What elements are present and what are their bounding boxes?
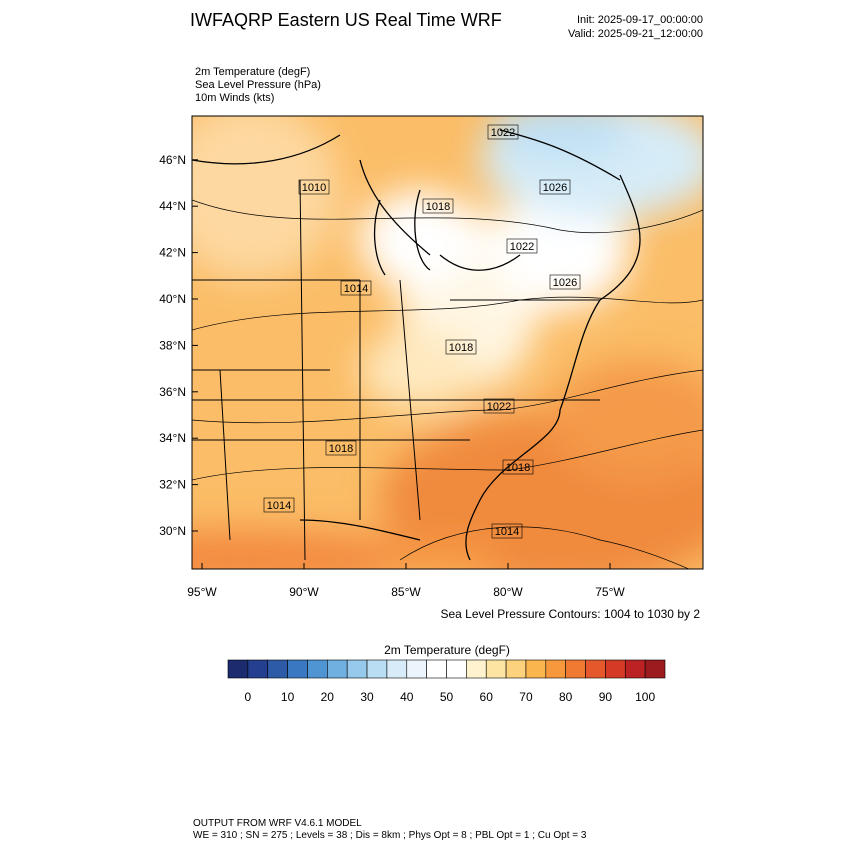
- lat-label: 34°N: [159, 431, 186, 445]
- contour-label: 1026: [543, 182, 567, 194]
- contour-label-box: [445, 339, 477, 355]
- colorbar-swatch: [466, 659, 487, 679]
- init-time: Init: 2025-09-17_00:00:00: [577, 14, 703, 26]
- lat-label: 38°N: [159, 338, 186, 352]
- contour-label: 1022: [491, 127, 515, 139]
- colorbar-swatch: [545, 659, 566, 679]
- colorbar-swatch: [624, 659, 646, 679]
- lat-label: 40°N: [159, 292, 186, 306]
- colorbar-swatch: [426, 659, 447, 679]
- colorbar-swatch: [227, 659, 249, 679]
- contour-label: 1014: [344, 283, 368, 295]
- lat-label: 32°N: [159, 478, 186, 492]
- colorbar-swatch: [485, 659, 507, 679]
- colorbar-label: 40: [400, 690, 414, 704]
- colorbar-label: 20: [321, 690, 335, 704]
- colorbar-label: 50: [440, 690, 454, 704]
- contour-label: 1014: [495, 526, 519, 538]
- contour-label: 1018: [329, 443, 353, 455]
- colorbar-label: 0: [245, 690, 252, 704]
- lon-label: 75°W: [595, 585, 625, 599]
- lon-label: 90°W: [289, 585, 319, 599]
- contour-label-box: [506, 238, 538, 254]
- contour-label: 1018: [449, 342, 473, 354]
- contour-note: Sea Level Pressure Contours: 1004 to 103…: [441, 607, 701, 621]
- contour-label: 1026: [553, 277, 577, 289]
- colorbar-label: 60: [480, 690, 494, 704]
- colorbar-swatch: [585, 659, 606, 679]
- contour-label-box: [340, 280, 372, 296]
- colorbar-swatch: [287, 659, 308, 679]
- contour-labels: 1022 1026 1010 1018 1022 1026 1014 1018 1022 1018…: [263, 124, 581, 539]
- lat-label: 46°N: [159, 153, 186, 167]
- contour-label: 1022: [510, 241, 534, 253]
- title: IWFAQRP Eastern US Real Time WRF: [190, 10, 502, 30]
- colorbar: 0 10 20 30 40 50 60 70 80 90 100: [227, 659, 666, 704]
- footer-line: OUTPUT FROM WRF V4.6.1 MODEL: [193, 818, 362, 829]
- contour-label-box: [491, 523, 523, 539]
- contour-label: 1022: [487, 401, 511, 413]
- colorbar-swatch: [307, 659, 328, 679]
- contour-label-box: [487, 124, 519, 140]
- colorbar-swatch: [386, 659, 408, 679]
- map-frame: [191, 115, 704, 570]
- colorbar-swatch: [346, 659, 368, 679]
- contour-label: 1010: [302, 182, 326, 194]
- contour-label-box: [263, 497, 295, 513]
- colorbar-label: 30: [360, 690, 374, 704]
- axes: 30°N 32°N 34°N 36°N 38°N 40°N 42°N 44°N 46°N 95°W…: [159, 153, 625, 599]
- colorbar-swatch: [505, 659, 527, 679]
- colorbar-label: 100: [635, 690, 655, 704]
- map-field: [192, 116, 703, 569]
- valid-time: Valid: 2025-09-21_12:00:00: [568, 28, 703, 40]
- lat-label: 44°N: [159, 199, 186, 213]
- colorbar-swatch: [327, 659, 348, 679]
- colorbar-swatch: [525, 659, 547, 679]
- colorbar-swatch: [565, 659, 586, 679]
- contour-label-box: [549, 274, 581, 290]
- footer-line: WE = 310 ; SN = 275 ; Levels = 38 ; Dis …: [193, 830, 587, 841]
- field-label: 10m Winds (kts): [195, 92, 274, 104]
- colorbar-swatch: [247, 659, 269, 679]
- colorbar-swatch: [605, 659, 626, 679]
- contour-label: 1018: [506, 462, 530, 474]
- colorbar-label: 80: [559, 690, 573, 704]
- colorbar-swatch: [644, 659, 666, 679]
- contour-label-box: [298, 179, 330, 195]
- colorbar-title: 2m Temperature (degF): [384, 643, 510, 657]
- colorbar-label: 70: [519, 690, 533, 704]
- colorbar-label: 90: [599, 690, 613, 704]
- lon-label: 80°W: [493, 585, 523, 599]
- lat-label: 42°N: [159, 246, 186, 260]
- lon-label: 95°W: [187, 585, 217, 599]
- colorbar-swatch: [446, 659, 467, 679]
- field-label: 2m Temperature (degF): [195, 66, 310, 78]
- contour-label: 1018: [426, 201, 450, 213]
- lat-label: 36°N: [159, 385, 186, 399]
- contour-label-box: [422, 198, 454, 214]
- colorbar-swatch: [406, 659, 427, 679]
- contour-label-box: [502, 459, 534, 475]
- lat-label: 30°N: [159, 524, 186, 538]
- colorbar-swatch: [366, 659, 388, 679]
- contour-label: 1014: [267, 500, 291, 512]
- contour-label-box: [483, 398, 515, 414]
- contour-label-box: [325, 440, 357, 456]
- contour-label-box: [539, 179, 571, 195]
- lon-label: 85°W: [391, 585, 421, 599]
- field-label: Sea Level Pressure (hPa): [195, 79, 321, 91]
- colorbar-swatch: [267, 659, 288, 679]
- colorbar-label: 10: [281, 690, 295, 704]
